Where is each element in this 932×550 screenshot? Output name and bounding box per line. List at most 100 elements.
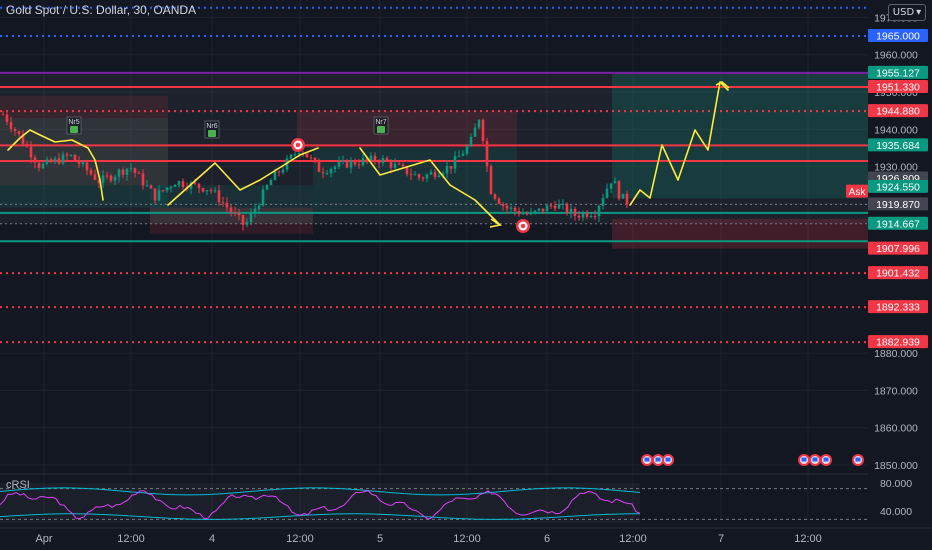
candle-body (1, 114, 5, 116)
event-flag-icon[interactable] (820, 454, 832, 466)
target-icon[interactable] (516, 219, 530, 233)
candle-body (493, 194, 497, 199)
marker-nr7[interactable]: Nr7 (373, 116, 389, 135)
candle-body (189, 182, 193, 189)
marker-nr6[interactable]: Nr6 (204, 120, 220, 139)
candlestick-series (1, 111, 629, 231)
candle-body (81, 162, 85, 165)
candle-body (337, 161, 341, 167)
price-label[interactable]: 1901.432 (868, 266, 928, 280)
price-label-text: 1914.667 (876, 218, 920, 230)
candle-body (205, 190, 209, 192)
check-icon (208, 130, 216, 137)
time-tick: 7 (718, 533, 724, 545)
price-label-bg (868, 179, 928, 193)
price-label[interactable]: 1892.333 (868, 300, 928, 314)
candle-body (57, 158, 61, 164)
price-label[interactable]: 1914.667 (868, 216, 928, 231)
price-label[interactable]: 1955.127 (868, 65, 928, 80)
candle-body (121, 169, 125, 175)
horizontal-levels (0, 6, 868, 344)
candle-body (517, 210, 521, 215)
candle-body (93, 174, 97, 180)
ask-label[interactable]: Ask (846, 184, 868, 199)
candle-body (433, 172, 437, 178)
candle-body (393, 163, 397, 168)
marker-nr5[interactable]: Nr5 (66, 116, 82, 135)
price-labels: 1965.000 1955.127 1951.330 1944.880 1935.684… (846, 29, 928, 349)
indicator-name[interactable]: cRSI (6, 479, 30, 491)
flag-canton (823, 457, 829, 462)
candle-body (213, 190, 217, 192)
price-label[interactable]: 1935.684 (868, 138, 928, 152)
candle-body (53, 158, 57, 163)
candle-body (49, 159, 53, 163)
time-tick: 6 (544, 533, 550, 545)
candle-body (125, 168, 129, 175)
price-label-bg (868, 197, 928, 211)
price-label[interactable]: 1882.939 (868, 335, 928, 349)
candle-body (609, 183, 613, 189)
price-label[interactable]: 1944.880 (868, 104, 928, 118)
currency-button[interactable]: USD ▾ (888, 4, 926, 21)
candle-body (5, 114, 9, 123)
candle-body (317, 160, 321, 172)
candle-body (169, 187, 173, 189)
candle-body (377, 161, 381, 163)
event-flag-icon[interactable] (662, 454, 674, 466)
target-icon[interactable] (291, 138, 305, 152)
check-icon (377, 126, 385, 133)
price-label[interactable]: 1907.996 (868, 241, 928, 256)
event-flag-icon[interactable] (641, 454, 653, 466)
candle-body (525, 213, 529, 215)
candle-body (329, 169, 333, 174)
chart-icons: Nr5 Nr6 Nr7 (66, 116, 864, 466)
candle-body (537, 208, 541, 211)
candle-body (513, 207, 517, 211)
forecast-path-2 (167, 147, 319, 206)
candle-body (585, 212, 589, 217)
demand-zone (313, 147, 517, 213)
price-label[interactable]: 1951.330 (868, 80, 928, 94)
candle-body (477, 119, 481, 128)
candle-body (149, 185, 153, 189)
supply-zone (297, 110, 517, 148)
candle-body (325, 173, 329, 175)
candle-body (597, 205, 601, 217)
event-flag-icon[interactable] (852, 454, 864, 466)
price-tick: 1930.000 (874, 162, 918, 174)
chevron-down-icon: ▾ (916, 7, 922, 18)
candle-body (137, 172, 141, 174)
rsi-tick: 40.000 (880, 506, 912, 518)
candle-body (17, 131, 21, 134)
candle-body (529, 211, 533, 215)
candle-body (85, 162, 89, 171)
time-tick: Apr (35, 533, 52, 545)
range-zone (0, 72, 868, 224)
event-flag-icon[interactable] (809, 454, 821, 466)
candle-body (101, 175, 105, 183)
candle-body (405, 166, 409, 175)
candle-body (105, 175, 109, 177)
event-flag-icon[interactable] (798, 454, 810, 466)
candle-body (389, 161, 393, 168)
candle-body (309, 157, 313, 159)
candle-body (65, 154, 69, 156)
price-label[interactable]: 1919.870 (868, 197, 928, 211)
candle-body (421, 177, 425, 179)
price-label[interactable]: 1924.550 (868, 179, 928, 194)
candle-body (261, 189, 265, 206)
price-label-bg (868, 241, 928, 255)
candle-body (349, 160, 353, 168)
flag-canton (665, 457, 671, 462)
candle-body (409, 174, 413, 176)
candle-body (281, 169, 285, 173)
candle-body (253, 208, 257, 214)
candle-body (545, 205, 549, 212)
price-label-text: 1907.996 (876, 243, 920, 255)
price-label[interactable]: 1965.000 (868, 29, 928, 43)
event-flag-icon[interactable] (652, 454, 664, 466)
symbol-title[interactable]: Gold Spot / U.S. Dollar, 30, OANDA (6, 3, 197, 17)
candle-body (461, 153, 465, 156)
